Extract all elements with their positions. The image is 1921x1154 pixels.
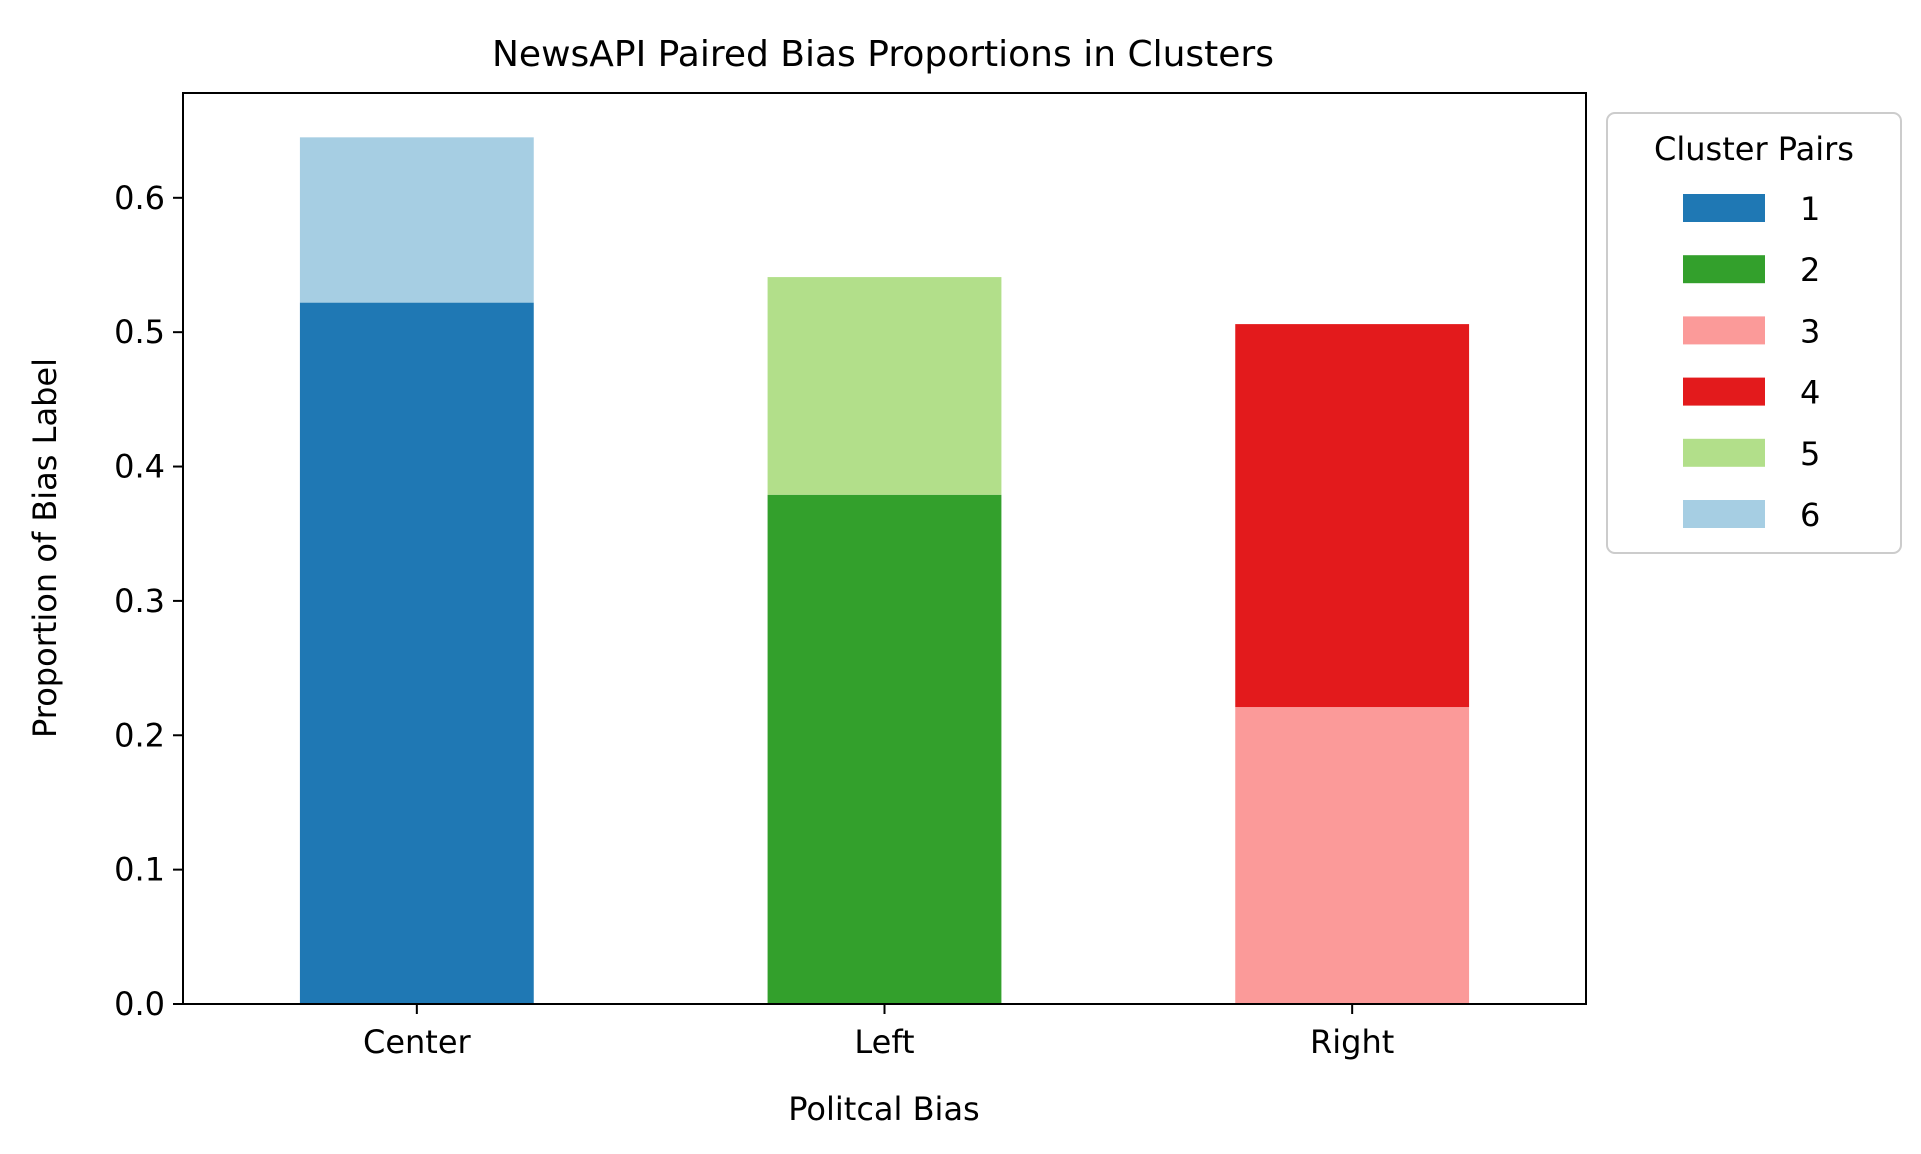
y-tick-label: 0.6 bbox=[114, 179, 165, 217]
legend-label-5: 5 bbox=[1800, 435, 1820, 473]
y-axis-label: Proportion of Bias Label bbox=[26, 358, 64, 738]
legend-swatch-5 bbox=[1683, 438, 1765, 467]
legend-swatch-6 bbox=[1683, 500, 1765, 528]
legend-title: Cluster Pairs bbox=[1654, 130, 1854, 168]
x-axis-label: Politcal Bias bbox=[788, 1090, 979, 1128]
x-tick-label-left: Left bbox=[854, 1023, 914, 1061]
legend-label-2: 2 bbox=[1800, 251, 1820, 289]
y-axis: 0.0 0.1 0.2 0.3 0.4 0.5 0.6 bbox=[114, 179, 183, 1023]
legend-label-1: 1 bbox=[1800, 190, 1820, 228]
legend-swatch-3 bbox=[1683, 316, 1765, 345]
bar-cluster-1-center bbox=[299, 302, 534, 1004]
legend-items: 1 2 3 4 5 6 bbox=[1683, 190, 1820, 534]
legend-swatch-2 bbox=[1683, 255, 1765, 284]
y-tick-label: 0.3 bbox=[114, 582, 165, 620]
legend-label-6: 6 bbox=[1800, 496, 1820, 534]
legend-swatch-1 bbox=[1683, 194, 1765, 222]
x-tick-label-center: Center bbox=[363, 1023, 472, 1061]
y-tick-label: 0.4 bbox=[114, 448, 165, 486]
legend-swatch-4 bbox=[1683, 377, 1765, 406]
legend-label-4: 4 bbox=[1800, 374, 1820, 412]
x-tick-label-right: Right bbox=[1310, 1023, 1394, 1061]
legend-label-3: 3 bbox=[1800, 312, 1820, 350]
bar-cluster-3-right bbox=[1235, 707, 1470, 1004]
bar-cluster-4-right bbox=[1235, 324, 1470, 708]
chart-title: NewsAPI Paired Bias Proportions in Clust… bbox=[492, 34, 1274, 75]
y-tick-label: 0.1 bbox=[114, 851, 165, 889]
bar-cluster-2-left bbox=[767, 494, 1002, 1004]
y-tick-label: 0.2 bbox=[114, 716, 165, 754]
bars-layer bbox=[299, 137, 1470, 1004]
x-axis: Center Left Right bbox=[363, 1004, 1394, 1061]
bar-cluster-5-left bbox=[767, 277, 1002, 495]
legend: Cluster Pairs 1 2 3 4 5 6 bbox=[1606, 112, 1902, 554]
y-tick-label: 0.0 bbox=[114, 985, 165, 1023]
y-tick-label: 0.5 bbox=[114, 313, 165, 351]
bar-cluster-6-center bbox=[299, 137, 534, 303]
